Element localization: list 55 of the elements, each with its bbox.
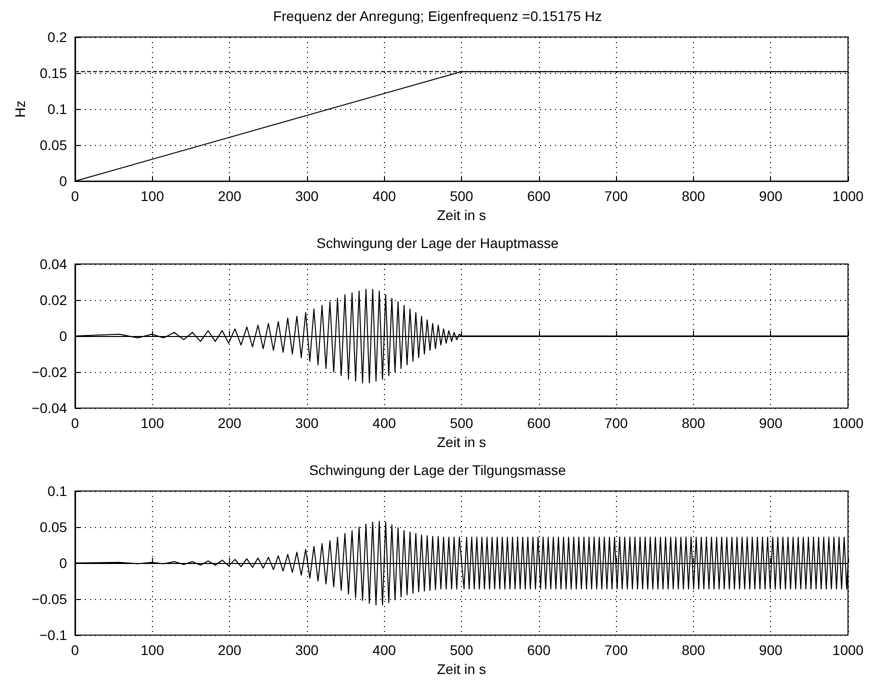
x-tick-label: 1000	[832, 188, 864, 204]
x-tick-label: 100	[140, 415, 164, 432]
x-tick-label: 700	[604, 188, 628, 204]
chart-title: Schwingung der Lage der Hauptmasse	[316, 235, 559, 251]
x-tick-label: 800	[682, 415, 706, 432]
x-tick-label: 0	[71, 642, 80, 658]
chart-title: Frequenz der Anregung; Eigenfrequenz =0.15175 Hz	[273, 8, 602, 24]
x-tick-label: 500	[450, 188, 474, 204]
y-tick-label: 0	[59, 555, 68, 572]
x-tick-label: 300	[295, 188, 319, 204]
x-tick-label: 0	[71, 188, 80, 204]
x-tick-label: 200	[218, 415, 242, 432]
chart-title: Schwingung der Lage der Tilgungsmasse	[309, 462, 566, 478]
y-tick-label: 0	[59, 328, 68, 344]
x-tick-label: 800	[682, 642, 706, 658]
y-tick-label: 0.05	[40, 137, 68, 154]
x-tick-label: 400	[372, 642, 396, 658]
x-tick-label: 300	[295, 415, 319, 432]
y-tick-label: −0.05	[32, 591, 68, 608]
x-tick-label: 100	[140, 188, 164, 204]
x-tick-label: 200	[218, 642, 242, 658]
x-tick-label: 0	[71, 415, 80, 432]
x-axis-title: Zeit in s	[436, 434, 486, 450]
x-tick-label: 1000	[832, 415, 864, 432]
x-tick-label: 1000	[832, 642, 864, 658]
y-tick-label: 0.05	[40, 519, 68, 536]
x-tick-label: 500	[450, 415, 474, 432]
x-tick-label: 400	[372, 415, 396, 432]
y-tick-label: 0.15	[40, 65, 68, 82]
x-tick-label: 700	[604, 642, 628, 658]
y-tick-label: −0.04	[32, 400, 68, 416]
x-tick-label: 300	[295, 642, 319, 658]
y-tick-label: 0.1	[48, 483, 68, 499]
x-tick-label: 400	[372, 188, 396, 204]
y-tick-label: 0.02	[40, 292, 68, 308]
x-axis-title: Zeit in s	[436, 661, 486, 677]
x-tick-label: 500	[450, 642, 474, 658]
y-tick-label: 0	[59, 173, 68, 190]
x-tick-label: 800	[682, 188, 706, 204]
y-tick-label: 0.04	[40, 256, 68, 272]
x-tick-label: 200	[218, 188, 242, 204]
x-axis-title: Zeit in s	[436, 207, 486, 223]
y-tick-label: 0.1	[48, 101, 68, 118]
y-tick-label: −0.02	[32, 364, 68, 380]
x-tick-label: 600	[527, 642, 551, 658]
x-tick-label: 900	[759, 415, 783, 432]
x-tick-label: 600	[527, 415, 551, 432]
y-tick-label: −0.1	[39, 627, 68, 644]
x-tick-label: 900	[759, 188, 783, 204]
y-axis-title: Hz	[12, 100, 28, 118]
x-tick-label: 900	[759, 642, 783, 658]
x-tick-label: 600	[527, 188, 551, 204]
x-tick-label: 100	[140, 642, 164, 658]
y-tick-label: 0.2	[48, 29, 68, 45]
x-tick-label: 700	[604, 415, 628, 432]
